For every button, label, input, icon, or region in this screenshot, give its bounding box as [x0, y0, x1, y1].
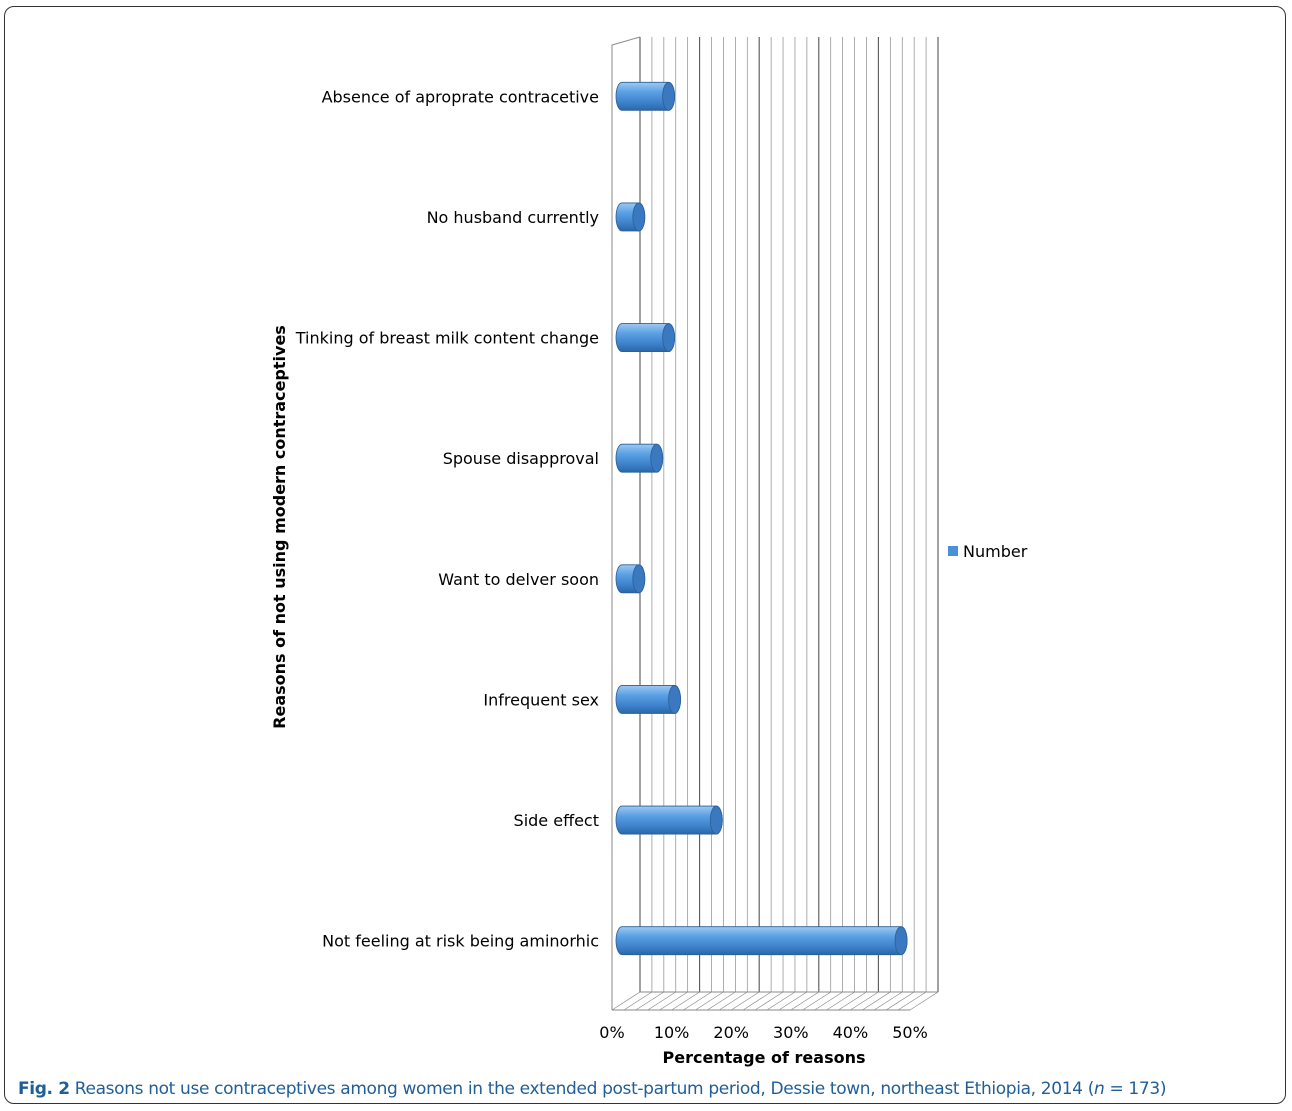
category-label: Infrequent sex [483, 690, 599, 709]
floor-gridline [695, 991, 724, 1011]
floor-gridline [659, 991, 688, 1011]
bar-cap [894, 926, 908, 956]
legend-label: Number [963, 542, 1028, 561]
floor-gridline [766, 991, 796, 1011]
floor-gridline [838, 991, 867, 1011]
x-tick-label: 0% [599, 1023, 624, 1042]
floor-gridline [874, 991, 903, 1011]
floor-gridline [683, 991, 712, 1011]
floor-gridline [731, 991, 760, 1011]
bar [615, 202, 646, 232]
x-axis-title: Percentage of reasons [662, 1048, 865, 1067]
floor-gridline [742, 991, 772, 1011]
floor-gridline [778, 991, 808, 1011]
figure-frame [4, 6, 1286, 1104]
floor-gridline [635, 991, 665, 1011]
category-label: Side effect [514, 811, 599, 830]
floor-gridline [885, 991, 915, 1011]
bar [615, 81, 676, 111]
floor-gridline [814, 991, 843, 1011]
bar-cap [650, 443, 664, 473]
bar [615, 443, 664, 473]
floor-gridline [719, 991, 748, 1011]
bar [615, 323, 676, 352]
plot-grid [611, 36, 939, 1011]
x-tick-label: 40% [833, 1023, 869, 1042]
floor-gridline [790, 991, 819, 1011]
bar-cap [662, 323, 676, 352]
floor-gridline [826, 991, 855, 1011]
floor-gridline [802, 991, 831, 1011]
floor-gridline [671, 991, 700, 1011]
category-labels: Absence of aproprate contracetive No husb… [295, 87, 599, 950]
bar [615, 564, 646, 594]
bar-cap [632, 202, 646, 232]
side-wall [611, 36, 641, 1010]
category-label: Want to delver soon [438, 570, 599, 589]
x-tick-label: 20% [713, 1023, 749, 1042]
bars [615, 81, 908, 956]
category-label: No husband currently [427, 208, 599, 227]
caption-label: Fig. 2 [18, 1079, 70, 1099]
bar-body [615, 926, 908, 956]
floor-gridline [862, 991, 891, 1011]
floor-gridline [897, 991, 927, 1011]
floor-gridline [754, 991, 784, 1011]
legend: Number [948, 542, 1028, 561]
floor-gridline [707, 991, 736, 1011]
category-label: Spouse disapproval [443, 449, 599, 468]
caption-n-symbol: n [1093, 1079, 1105, 1099]
category-label: Not feeling at risk being aminorhic [322, 932, 599, 951]
floor-gridline [647, 991, 676, 1011]
y-axis-title: Reasons of not using modern contraceptiv… [270, 325, 289, 729]
bar-cap [662, 81, 676, 111]
category-label: Tinking of breast milk content change [295, 329, 599, 348]
x-tick-label: 50% [892, 1023, 928, 1042]
caption-text: Reasons not use contraceptives among wom… [74, 1079, 1095, 1099]
floor-gridline [611, 991, 641, 1011]
bar-cap [668, 685, 681, 714]
figure-caption: Fig. 2 Reasons not use contraceptives am… [18, 1079, 1166, 1099]
bar-body [615, 805, 723, 835]
bar-cap [632, 564, 646, 594]
bar [615, 805, 723, 835]
x-tick-label: 10% [654, 1023, 690, 1042]
bar [615, 926, 908, 956]
bar-cap [709, 805, 723, 835]
category-label: Absence of aproprate contracetive [322, 87, 599, 106]
floor-gridline [909, 991, 939, 1011]
legend-swatch [948, 546, 958, 556]
x-tick-labels: 0% 10% 20% 30% 40% 50% [599, 1023, 927, 1042]
floor-gridline [850, 991, 879, 1011]
bar [615, 685, 681, 714]
caption-n-value: = 173) [1104, 1079, 1167, 1099]
floor-gridline [623, 991, 653, 1011]
x-tick-label: 30% [773, 1023, 809, 1042]
